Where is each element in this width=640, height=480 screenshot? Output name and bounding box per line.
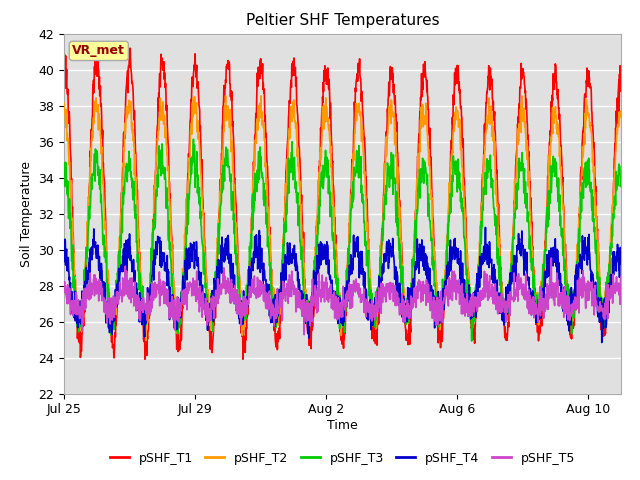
Title: Peltier SHF Temperatures: Peltier SHF Temperatures [246,13,439,28]
pSHF_T1 [94,43,102,48]
pSHF_T2 [60,100,68,106]
Text: VR_met: VR_met [72,44,125,58]
Legend: pSHF_T1, pSHF_T2, pSHF_T3, pSHF_T4, pSHF_T5: pSHF_T1, pSHF_T2, pSHF_T3, pSHF_T4, pSHF… [105,447,580,469]
pSHF_T4 [598,339,605,345]
pSHF_T2 [221,93,229,98]
pSHF_T3 [60,168,68,173]
pSHF_T4 [153,250,161,255]
Line: pSHF_T4: pSHF_T4 [64,228,621,342]
pSHF_T5 [351,288,358,294]
pSHF_T3 [320,174,328,180]
pSHF_T4 [60,244,68,250]
pSHF_T5 [547,255,555,261]
Line: pSHF_T3: pSHF_T3 [64,139,621,341]
pSHF_T3 [506,270,514,276]
pSHF_T5 [300,332,308,337]
pSHF_T4 [506,279,513,285]
pSHF_T1 [239,356,247,362]
pSHF_T5 [376,304,383,310]
pSHF_T2 [321,104,328,110]
Line: pSHF_T1: pSHF_T1 [64,46,621,359]
pSHF_T3 [163,197,170,203]
Line: pSHF_T5: pSHF_T5 [64,258,621,335]
pSHF_T5 [163,302,170,308]
pSHF_T2 [163,152,171,157]
pSHF_T5 [60,281,68,287]
pSHF_T1 [506,303,514,309]
pSHF_T3 [376,288,383,293]
pSHF_T4 [617,245,625,251]
pSHF_T1 [153,128,161,133]
pSHF_T4 [482,225,490,230]
pSHF_T1 [351,115,359,120]
Y-axis label: Soil Temperature: Soil Temperature [20,161,33,266]
pSHF_T2 [351,130,359,136]
pSHF_T3 [153,193,161,199]
pSHF_T3 [351,171,358,177]
pSHF_T5 [506,299,513,305]
pSHF_T2 [153,150,161,156]
pSHF_T1 [376,292,383,298]
X-axis label: Time: Time [327,419,358,432]
pSHF_T5 [617,274,625,279]
pSHF_T1 [321,74,328,80]
pSHF_T5 [320,283,328,289]
Line: pSHF_T2: pSHF_T2 [64,96,621,340]
pSHF_T2 [142,337,150,343]
pSHF_T1 [617,72,625,78]
pSHF_T3 [617,180,625,186]
pSHF_T3 [189,136,197,142]
pSHF_T4 [351,239,358,245]
pSHF_T4 [375,273,383,279]
pSHF_T2 [617,108,625,114]
pSHF_T2 [506,279,514,285]
pSHF_T4 [320,244,328,250]
pSHF_T1 [163,103,171,109]
pSHF_T1 [60,66,68,72]
pSHF_T4 [163,260,170,266]
pSHF_T3 [468,338,476,344]
pSHF_T5 [153,282,161,288]
pSHF_T2 [376,274,383,279]
